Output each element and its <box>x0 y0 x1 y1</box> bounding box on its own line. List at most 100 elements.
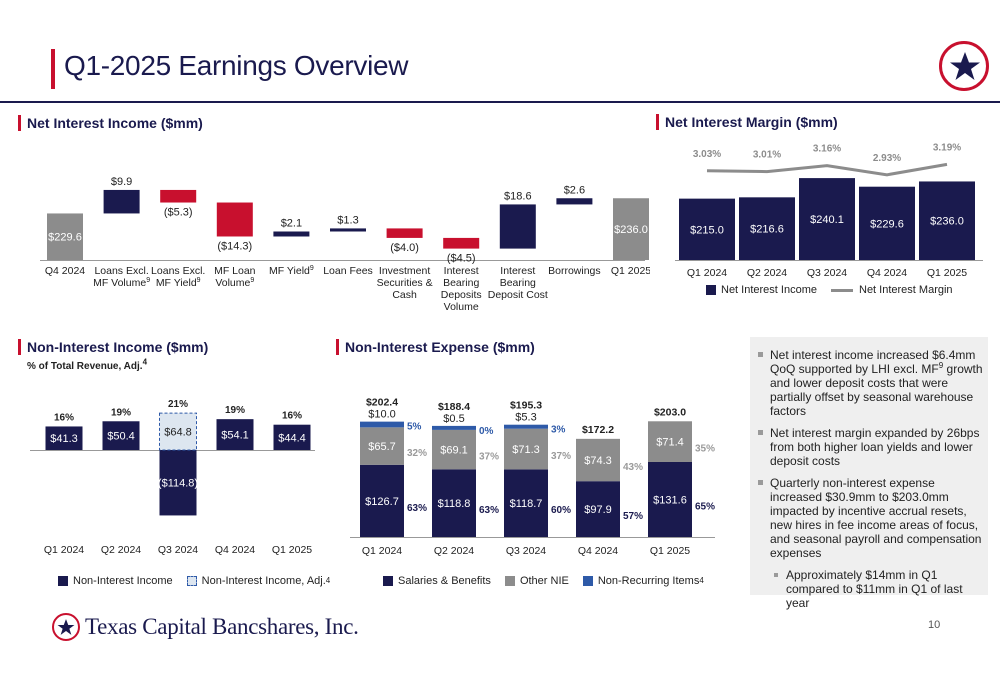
section-marker <box>656 114 659 130</box>
legend-label: Salaries & Benefits <box>398 575 491 587</box>
nii-tick-label: Bearing <box>443 277 479 289</box>
nii-tick-label: Q4 2024 <box>45 265 85 277</box>
nonie-pct-label: 32% <box>407 448 427 459</box>
nonii-bar <box>273 424 311 450</box>
nonii-tick-label: Q3 2024 <box>158 544 198 556</box>
nonie-data-label: $97.9 <box>584 504 612 516</box>
nim-bar <box>679 198 735 260</box>
nii-tick-sup: 9 <box>197 277 201 284</box>
nim-bar <box>799 178 855 260</box>
legend-swatch-dashed <box>186 576 197 586</box>
nim-tick-label: Q3 2024 <box>807 267 847 279</box>
legend-item: Non-Interest Income, Adj. 4 <box>186 575 330 587</box>
nii-waterfall-chart: $229.6 Q4 2024 $9.9 Loans Excl.MF Volume9 ($… <box>40 176 650 313</box>
nii-tick-sup: 9 <box>250 277 254 284</box>
nonii-data-label: $41.3 <box>50 433 78 445</box>
nii-tick-label: MF Loan <box>214 265 256 277</box>
nonie-pct-label: 57% <box>623 511 643 522</box>
nim-tick-label: Q2 2024 <box>747 267 787 279</box>
commentary-bullet: Net interest margin expanded by 26bps fr… <box>756 426 984 468</box>
nii-tick-label: Borrowings <box>548 265 601 277</box>
nonie-pct-label: 37% <box>551 451 571 462</box>
nonii-bar-negative <box>159 450 197 516</box>
nonie-data-label: $74.3 <box>584 455 612 467</box>
legend-item: Other NIE <box>504 575 569 587</box>
nonie-bar-segment <box>432 429 476 470</box>
nii-data-label: ($5.3) <box>164 207 193 219</box>
nii-tick-label: Bearing <box>500 277 536 289</box>
bullet-text: Quarterly non-interest expense increased… <box>770 476 982 560</box>
nii-tick-label: Interest <box>500 265 535 277</box>
nonii-pct-label: 16% <box>54 412 74 423</box>
nii-bar <box>47 213 83 260</box>
nonii-bar <box>45 426 83 450</box>
nonie-bar-segment <box>504 469 548 537</box>
commentary-panel <box>750 337 988 595</box>
nonie-total-label: $188.4 <box>438 401 470 413</box>
nonie-data-label: $126.7 <box>365 496 399 508</box>
section-marker <box>336 339 339 355</box>
nii-tick-label: Securities & <box>377 277 433 289</box>
nii-data-label: ($4.0) <box>390 242 419 254</box>
legend-label: Net Interest Income <box>721 284 817 296</box>
nim-line <box>706 162 948 177</box>
nonii-chart: $41.3 16% Q1 2024 $50.4 19% Q2 2024 ($114.8) $6… <box>30 399 315 556</box>
company-logo <box>939 41 989 91</box>
nonie-pct-label: 35% <box>695 444 715 455</box>
legend-label: Non-Interest Income, Adj. <box>201 575 326 587</box>
section-title-nonii: Non-Interest Income ($mm) <box>27 339 209 355</box>
nonie-total-label: $203.0 <box>654 406 686 418</box>
bullet-text: Net interest income increased $6.4mm QoQ… <box>770 348 976 376</box>
nonie-total-label: $172.2 <box>582 424 614 436</box>
nim-pct-label: 3.01% <box>753 150 781 161</box>
nim-pct-label: 2.93% <box>873 153 901 164</box>
nonie-stacked-chart: $126.7 63% $65.7 32% $10.0 5% $202.4 Q1 2024 $11… <box>350 397 715 557</box>
nii-tick-label: Cash <box>392 289 417 301</box>
nonie-pct-label: 3% <box>551 425 566 436</box>
nonie-data-label: $69.1 <box>440 445 468 457</box>
legend-swatch <box>504 576 515 586</box>
nonie-pct-label: 60% <box>551 505 571 516</box>
nii-bar <box>613 198 649 260</box>
nii-tick-label: Investment <box>379 265 430 277</box>
nii-data-label: $1.3 <box>337 214 358 226</box>
sub-bullet-text: Approximately $14mm in Q1 compared to $1… <box>786 568 963 610</box>
nonii-data-label: $54.1 <box>221 430 249 442</box>
nii-bar <box>443 237 480 249</box>
nonie-data-label: $118.7 <box>510 498 543 510</box>
nonie-bar-segment <box>432 469 476 537</box>
nii-bar <box>216 202 253 237</box>
nonii-bar <box>102 421 140 450</box>
nonie-total-label: $202.4 <box>366 397 398 409</box>
nii-tick-sup: 9 <box>310 265 314 272</box>
nonii-tick-label: Q1 2024 <box>44 544 84 556</box>
nim-tick-label: Q1 2025 <box>927 267 967 279</box>
nim-chart: $215.0 Q1 2024 $216.6 Q2 2024 $240.1 Q3 2024 $… <box>675 142 983 279</box>
nim-pct-label: 3.03% <box>693 149 721 160</box>
nonie-data-label: $71.3 <box>512 444 540 456</box>
nonie-pct-label: 5% <box>407 422 422 433</box>
nii-data-label: $2.6 <box>564 184 585 196</box>
bullet-sup: 9 <box>938 361 944 370</box>
star-logo-icon <box>950 52 980 80</box>
nonie-pct-label: 37% <box>479 452 499 463</box>
nii-bar <box>273 231 310 237</box>
nii-tick-label: Loans Excl. <box>151 265 205 277</box>
nii-data-label: $2.1 <box>281 218 302 230</box>
nim-data-label: $229.6 <box>870 218 904 230</box>
nii-tick-label: Interest <box>444 265 479 277</box>
nonie-bar-segment <box>432 425 476 430</box>
bullet-text: Net interest margin expanded by 26bps fr… <box>770 426 980 468</box>
nonii-data-label: $50.4 <box>107 431 135 443</box>
nonie-total-label: $195.3 <box>510 400 542 412</box>
nii-tick-sup: 9 <box>146 277 150 284</box>
nim-data-label: $216.6 <box>750 224 784 236</box>
legend-swatch <box>582 576 593 586</box>
nii-bar <box>386 228 423 238</box>
header-divider <box>0 101 1000 103</box>
section-marker <box>18 115 21 131</box>
nim-pct-label: 3.16% <box>813 144 841 155</box>
nim-data-label: $236.0 <box>930 216 964 228</box>
title-accent-bar <box>51 49 55 89</box>
nii-data-label: $236.0 <box>614 224 648 236</box>
